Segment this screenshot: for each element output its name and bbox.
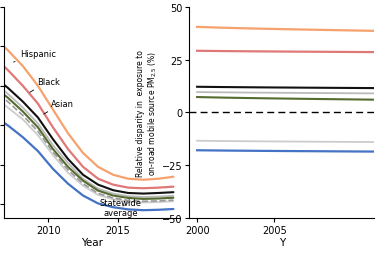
X-axis label: Year: Year (81, 237, 103, 247)
Text: Asian: Asian (44, 99, 74, 115)
Text: Hispanic: Hispanic (13, 50, 57, 63)
Text: Black: Black (30, 77, 60, 93)
Text: B: B (167, 0, 178, 3)
X-axis label: Y: Y (279, 237, 285, 247)
Y-axis label: Relative disparity in  exposure to
on-road mobile source PM$_{2.5}$ (%): Relative disparity in exposure to on-roa… (136, 50, 159, 176)
Text: Statewide
average: Statewide average (100, 198, 142, 217)
